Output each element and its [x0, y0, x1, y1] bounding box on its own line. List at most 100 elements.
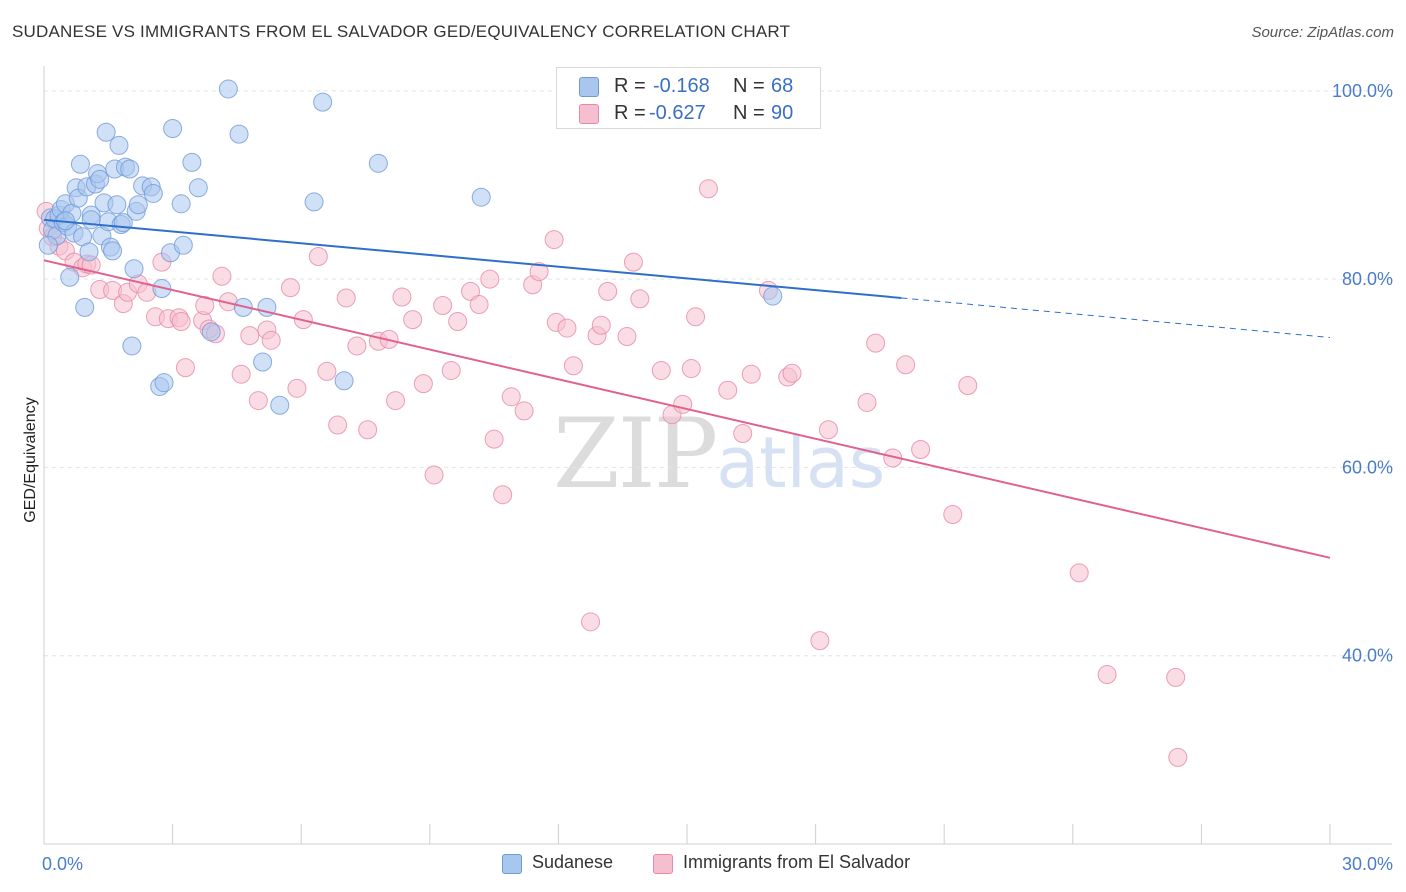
sudanese-point: [38, 235, 58, 255]
sudanese-point: [313, 92, 333, 112]
immigrants-point: [718, 380, 738, 400]
sudanese-point: [154, 373, 174, 393]
immigrants-point: [386, 391, 406, 411]
sudanese-point: [60, 267, 80, 287]
stats-n-label: N =: [733, 75, 765, 97]
immigrants-point: [175, 358, 195, 378]
immigrants-point: [280, 278, 300, 298]
immigrants-point: [336, 288, 356, 308]
sudanese-point: [90, 169, 110, 189]
y-tick-label: 40.0%: [1342, 646, 1393, 666]
sudanese-point: [107, 195, 127, 215]
stats-n-value: 90: [771, 102, 794, 124]
sudanese-point: [96, 122, 116, 142]
immigrants-point: [171, 311, 191, 331]
immigrants-point: [240, 326, 260, 346]
stats-r-value: -0.627: [649, 102, 706, 124]
stats-n-value: 68: [771, 75, 794, 97]
chart-title: SUDANESE VS IMMIGRANTS FROM EL SALVADOR …: [12, 22, 791, 41]
stats-row-sudanese: R = -0.168 N = 68: [557, 74, 820, 100]
sudanese-point: [182, 152, 202, 172]
immigrants-point: [328, 415, 348, 435]
sudanese-point: [270, 395, 290, 415]
watermark-zip: ZIP: [553, 398, 718, 510]
sudanese-trend-extension: [901, 297, 1331, 338]
immigrants-point: [1069, 563, 1089, 583]
immigrants-point: [433, 295, 453, 315]
immigrants-point: [484, 429, 504, 449]
sudanese-point: [368, 153, 388, 173]
sudanese-point: [79, 242, 99, 262]
sudanese-point: [75, 297, 95, 317]
sudanese-point: [128, 195, 148, 215]
axis-layer: [43, 66, 1392, 845]
immigrants-trend-line: [43, 259, 1331, 559]
stats-n-label: N =: [733, 102, 765, 124]
sudanese-point: [120, 159, 140, 179]
sudanese-point: [171, 194, 191, 214]
immigrants-point: [287, 378, 307, 398]
immigrants-point: [617, 327, 637, 347]
immigrants-point: [557, 318, 577, 338]
stats-swatch-pink: [579, 104, 599, 124]
sudanese-point: [173, 235, 193, 255]
immigrants-point: [1168, 747, 1188, 767]
immigrants-point: [651, 360, 671, 380]
sudanese-point: [218, 79, 238, 99]
y-tick-label: 60.0%: [1342, 457, 1393, 477]
immigrants-point: [347, 336, 367, 356]
immigrants-point: [392, 287, 412, 307]
immigrants-point: [231, 364, 251, 384]
legend-swatch-blue: [502, 854, 522, 874]
y-tick-label: 80.0%: [1342, 269, 1393, 289]
sudanese-point: [70, 154, 90, 174]
immigrants-point: [630, 289, 650, 309]
immigrants-point: [480, 269, 500, 289]
stats-r-label: R =: [614, 75, 646, 97]
sudanese-point: [763, 286, 783, 306]
immigrants-point: [598, 281, 618, 301]
y-tick-label: 100.0%: [1332, 81, 1393, 101]
stats-r-label: R =: [614, 102, 646, 124]
trend-layer: [43, 218, 1331, 559]
immigrants-point: [261, 330, 281, 350]
immigrants-point: [818, 420, 838, 440]
legend-label: Immigrants from El Salvador: [683, 852, 911, 872]
immigrants-point: [741, 364, 761, 384]
immigrants-point: [514, 401, 534, 421]
immigrants-point: [686, 307, 706, 327]
sudanese-point: [201, 322, 221, 342]
immigrants-point: [810, 631, 830, 651]
immigrants-point: [248, 391, 268, 411]
immigrants-point: [1166, 667, 1186, 687]
immigrants-point: [782, 363, 802, 383]
immigrants-point: [943, 504, 963, 524]
immigrants-point: [403, 310, 423, 330]
immigrants-point: [212, 266, 232, 286]
immigrants-point: [591, 315, 611, 335]
immigrants-point: [441, 360, 461, 380]
sudanese-point: [334, 371, 354, 391]
series-immigrants-points: [36, 179, 1188, 767]
immigrants-point: [896, 355, 916, 375]
sudanese-point: [253, 352, 273, 372]
immigrants-point: [866, 333, 886, 353]
immigrants-point: [461, 281, 481, 301]
immigrants-point: [1097, 665, 1117, 685]
immigrants-point: [581, 612, 601, 632]
x-tick-label: 30.0%: [1342, 854, 1393, 874]
stats-row-immigrants: R = -0.627 N = 90: [557, 101, 820, 127]
immigrants-point: [733, 424, 753, 444]
immigrants-point: [958, 376, 978, 396]
sudanese-point: [257, 297, 277, 317]
sudanese-point: [471, 187, 491, 207]
legend-swatch-pink: [653, 854, 673, 874]
immigrants-point: [563, 356, 583, 376]
sudanese-point: [188, 178, 208, 198]
series-sudanese-points: [38, 79, 783, 415]
sudanese-point: [81, 210, 101, 230]
immigrants-point: [317, 361, 337, 381]
sudanese-point: [124, 259, 144, 279]
immigrants-point: [544, 230, 564, 250]
